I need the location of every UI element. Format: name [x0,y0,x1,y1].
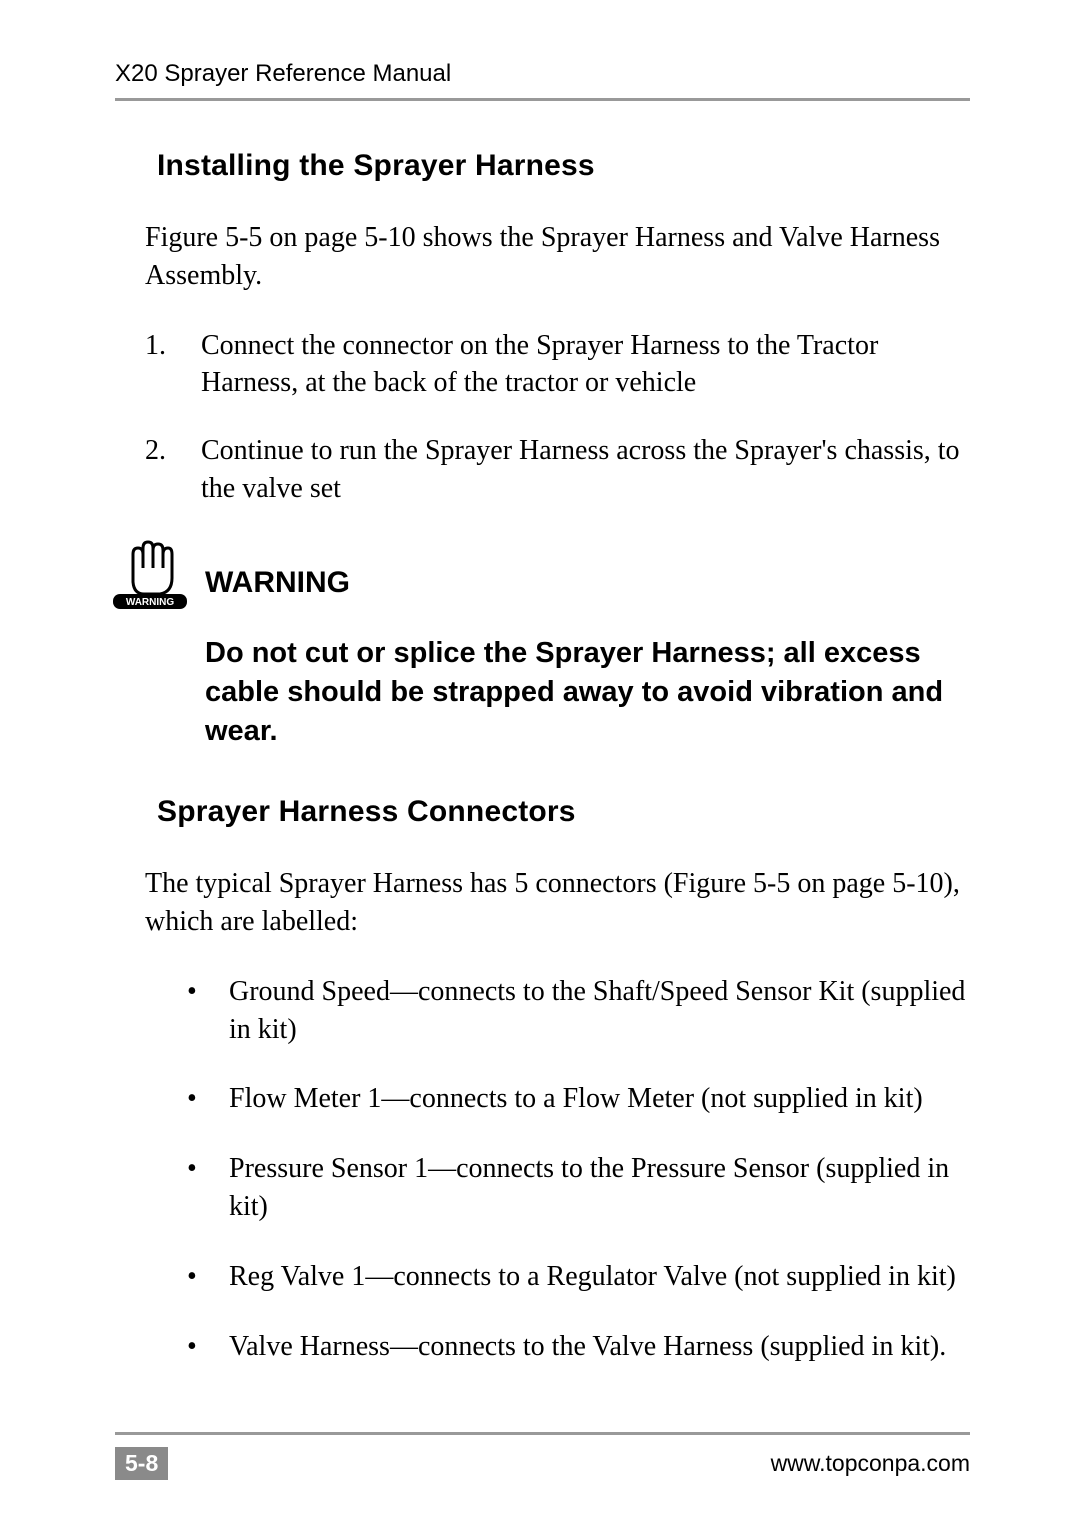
section1-intro: Figure 5-5 on page 5-10 shows the Spraye… [145,219,970,295]
step-number: 2. [145,432,201,508]
bullet-text: Ground Speed—connects to the Shaft/Speed… [229,973,970,1049]
section-heading-connectors: Sprayer Harness Connectors [157,795,970,829]
bullet-text: Valve Harness—connects to the Valve Harn… [229,1328,970,1366]
bottom-rule [115,1432,970,1435]
page: X20 Sprayer Reference Manual Installing … [0,0,1080,1532]
section2-intro: The typical Sprayer Harness has 5 connec… [145,865,970,941]
connectors-list: •Ground Speed—connects to the Shaft/Spee… [181,973,970,1366]
running-header: X20 Sprayer Reference Manual [115,60,970,88]
page-number: 5-8 [115,1447,168,1480]
bullet-icon: • [181,973,229,1049]
warning-icon: WARNING [105,538,195,610]
list-item: •Valve Harness—connects to the Valve Har… [181,1328,970,1366]
list-item: 1. Connect the connector on the Sprayer … [145,327,970,403]
section-heading-installing: Installing the Sprayer Harness [157,149,970,183]
list-item: •Pressure Sensor 1—connects to the Press… [181,1150,970,1226]
list-item: •Flow Meter 1—connects to a Flow Meter (… [181,1080,970,1118]
top-rule [115,98,970,101]
footer-url: www.topconpa.com [771,1450,970,1477]
list-item: 2. Continue to run the Sprayer Harness a… [145,432,970,508]
list-item: •Reg Valve 1—connects to a Regulator Val… [181,1258,970,1296]
install-steps-list: 1. Connect the connector on the Sprayer … [145,327,970,508]
bullet-text: Flow Meter 1—connects to a Flow Meter (n… [229,1080,970,1118]
step-text: Continue to run the Sprayer Harness acro… [201,432,970,508]
bullet-icon: • [181,1258,229,1296]
bullet-text: Reg Valve 1—connects to a Regulator Valv… [229,1258,970,1296]
warning-block: WARNING WARNING [105,538,970,610]
page-footer: 5-8 www.topconpa.com [115,1432,970,1480]
step-number: 1. [145,327,201,403]
step-text: Connect the connector on the Sprayer Har… [201,327,970,403]
warning-heading: WARNING [205,566,350,600]
bullet-icon: • [181,1080,229,1118]
bullet-icon: • [181,1328,229,1366]
bullet-icon: • [181,1150,229,1226]
bullet-text: Pressure Sensor 1—connects to the Pressu… [229,1150,970,1226]
list-item: •Ground Speed—connects to the Shaft/Spee… [181,973,970,1049]
section2-body: The typical Sprayer Harness has 5 connec… [145,865,970,1365]
section1-body: Figure 5-5 on page 5-10 shows the Spraye… [145,219,970,508]
warning-icon-label: WARNING [126,597,175,608]
warning-body-text: Do not cut or splice the Sprayer Harness… [205,634,960,751]
